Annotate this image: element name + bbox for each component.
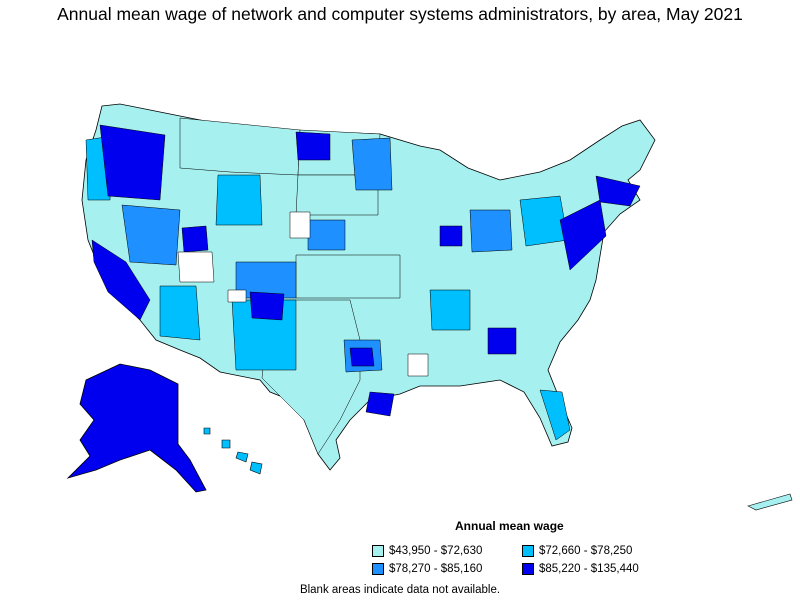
no-data-area xyxy=(289,211,311,239)
region xyxy=(295,254,401,299)
legend-item: $78,270 - $85,160 xyxy=(372,562,522,576)
region xyxy=(439,225,463,247)
region xyxy=(215,174,263,226)
footnote: Blank areas indicate data not available. xyxy=(299,584,501,596)
region xyxy=(99,124,166,201)
region xyxy=(469,209,513,253)
legend-item: $43,950 - $72,630 xyxy=(372,544,522,558)
hawaii xyxy=(203,427,263,475)
legend-swatch xyxy=(522,563,534,575)
map-title: Annual mean wage of network and computer… xyxy=(57,4,743,24)
puerto-rico xyxy=(747,493,793,511)
region xyxy=(179,117,301,176)
legend-item: $72,660 - $78,250 xyxy=(522,544,682,558)
region xyxy=(595,175,641,207)
legend-swatch xyxy=(372,563,384,575)
no-data-area xyxy=(177,251,215,283)
legend-label: $43,950 - $72,630 xyxy=(389,545,483,557)
legend: $43,950 - $72,630 $72,660 - $78,250 $78,… xyxy=(372,544,692,576)
alaska xyxy=(66,363,207,493)
region xyxy=(349,347,375,367)
region xyxy=(307,219,346,251)
legend-swatch xyxy=(372,545,384,557)
region xyxy=(429,289,471,331)
region xyxy=(159,285,201,341)
region xyxy=(351,137,393,191)
region xyxy=(235,261,297,299)
region xyxy=(91,239,151,321)
region xyxy=(295,131,331,161)
region xyxy=(121,204,181,266)
region xyxy=(487,327,517,355)
legend-label: $78,270 - $85,160 xyxy=(389,563,483,575)
no-data-area xyxy=(227,289,247,303)
region xyxy=(181,225,209,253)
region xyxy=(365,391,395,417)
legend-title: Annual mean wage xyxy=(455,519,564,533)
legend-swatch xyxy=(522,545,534,557)
legend-item: $85,220 - $135,440 xyxy=(522,562,682,576)
region xyxy=(249,291,285,321)
no-data-area xyxy=(407,353,429,377)
region xyxy=(539,389,571,441)
region xyxy=(559,199,607,271)
legend-label: $85,220 - $135,440 xyxy=(539,563,639,575)
legend-label: $72,660 - $78,250 xyxy=(539,545,633,557)
